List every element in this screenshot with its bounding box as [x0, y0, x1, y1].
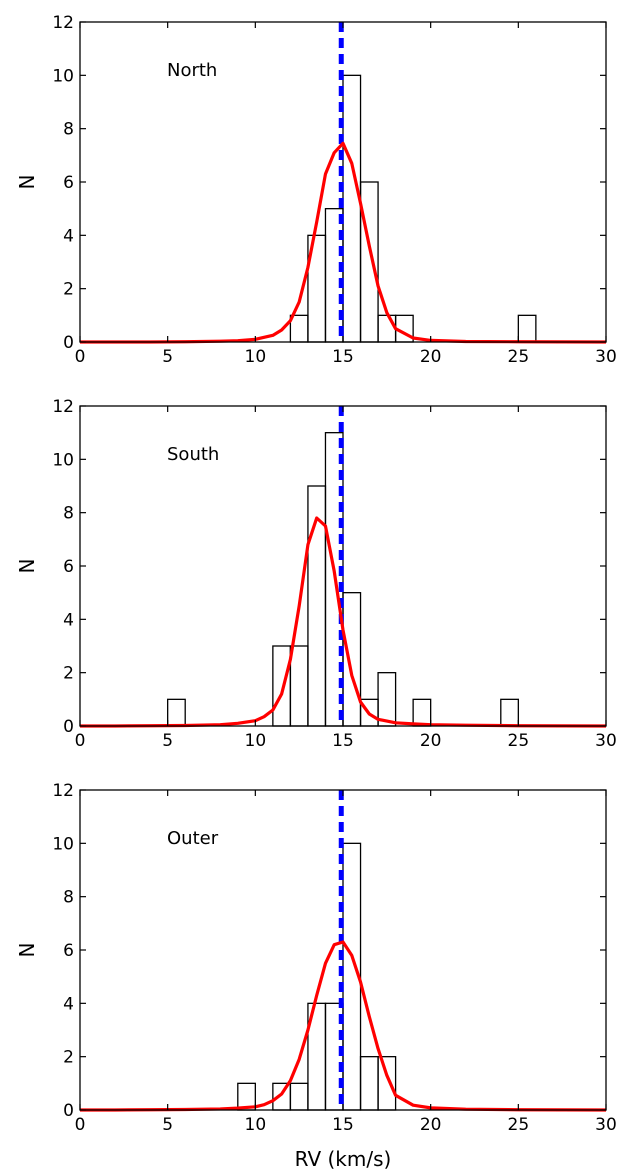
histogram-bar [289, 1082, 309, 1111]
x-tick-label: 15 [332, 347, 354, 367]
y-tick-label: 4 [63, 994, 74, 1014]
y-tick-label: 6 [63, 557, 74, 577]
fit-curve [80, 516, 607, 728]
x-tick-label: 0 [75, 1115, 86, 1135]
x-tick-label: 20 [420, 731, 442, 751]
x-tick-label: 20 [420, 1115, 442, 1135]
x-tick-label: 25 [508, 347, 530, 367]
y-tick-label: 8 [63, 888, 74, 908]
y-tick-label: 10 [52, 834, 74, 854]
panel-north: 0 5 10 15 20 25 30 0 2 4 6 8 10 12 N North [15, 13, 617, 367]
x-axis-title: RV (km/s) [295, 1147, 392, 1171]
y-tick-label: 8 [63, 120, 74, 140]
y-tick-label: 2 [63, 1048, 74, 1068]
x-tick-label: 20 [420, 347, 442, 367]
x-tick-label: 15 [332, 1115, 354, 1135]
panel-outer: 0 5 10 15 20 25 30 0 2 4 6 8 10 12 N Outer [15, 781, 617, 1135]
histogram-bar [359, 181, 379, 343]
x-tick-label: 10 [245, 731, 267, 751]
y-tick-label: 2 [63, 664, 74, 684]
y-axis-title: N [15, 559, 39, 574]
x-tick-label: 0 [75, 731, 86, 751]
x-tick-label: 10 [245, 347, 267, 367]
histogram-bar [289, 645, 309, 727]
x-tick-label: 10 [245, 1115, 267, 1135]
panel-label: South [167, 444, 219, 465]
histogram-bar [517, 314, 537, 343]
y-axis-title: N [15, 175, 39, 190]
x-tick-label: 30 [595, 1115, 617, 1135]
histogram-bar [324, 208, 344, 343]
histogram-bar [377, 1056, 397, 1111]
x-tick-label: 5 [162, 1115, 173, 1135]
y-tick-label: 12 [52, 13, 74, 33]
y-tick-label: 4 [63, 610, 74, 630]
x-tick-label: 5 [162, 731, 173, 751]
y-tick-label: 6 [63, 173, 74, 193]
histogram-bar [289, 314, 309, 343]
y-axis-title: N [15, 943, 39, 958]
y-tick-label: 0 [63, 333, 74, 353]
y-tick-label: 12 [52, 781, 74, 801]
histogram-bar [500, 698, 519, 727]
fit-curve [80, 940, 607, 1112]
panel-south: 0 5 10 15 20 25 30 0 2 4 6 8 10 12 N South [15, 397, 617, 751]
histogram-bar [377, 672, 397, 727]
panel-label: Outer [167, 828, 219, 849]
x-tick-label: 30 [595, 731, 617, 751]
y-tick-label: 2 [63, 280, 74, 300]
y-tick-label: 4 [63, 226, 74, 246]
histogram-bar [377, 314, 397, 343]
histogram-bar [272, 645, 292, 727]
x-tick-label: 25 [508, 1115, 530, 1135]
y-tick-label: 8 [63, 504, 74, 524]
histogram-bar [412, 698, 432, 727]
y-tick-label: 0 [63, 1101, 74, 1121]
x-tick-label: 25 [508, 731, 530, 751]
y-tick-label: 0 [63, 717, 74, 737]
histogram-bar [359, 1056, 379, 1111]
histogram-bar [342, 74, 362, 343]
y-tick-label: 12 [52, 397, 74, 417]
y-tick-label: 10 [52, 450, 74, 470]
y-tick-label: 6 [63, 941, 74, 961]
histogram-bar [342, 592, 362, 727]
y-tick-label: 10 [52, 66, 74, 86]
x-tick-label: 5 [162, 347, 173, 367]
histogram-bar [167, 698, 186, 727]
x-tick-label: 0 [75, 347, 86, 367]
panel-label: North [167, 60, 217, 81]
x-tick-label: 30 [595, 347, 617, 367]
x-tick-label: 15 [332, 731, 354, 751]
fit-curve [80, 141, 607, 344]
